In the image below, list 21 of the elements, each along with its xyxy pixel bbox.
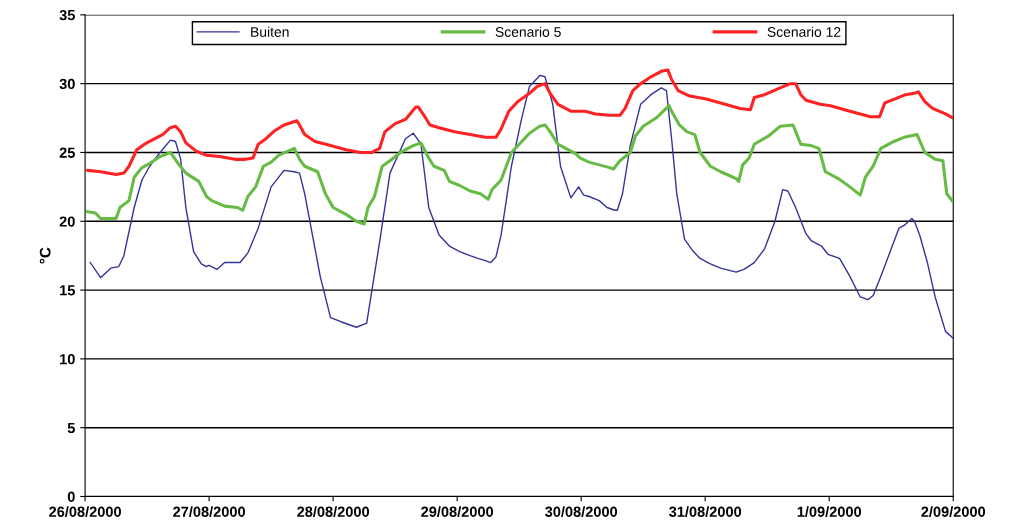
x-tick-label: 26/08/2000 [49,506,121,518]
y-tick-label: 10 [60,353,75,365]
y-tick-label: 5 [67,422,75,434]
legend-label: Scenario 12 [767,26,841,37]
x-tick-label: 27/08/2000 [173,506,246,518]
x-tick-label: 31/08/2000 [669,506,742,518]
y-tick-label: 0 [67,491,75,502]
y-tick-label: 30 [59,78,75,90]
line-series [89,74,954,339]
y-tick-label: 25 [59,147,75,158]
y-axis-title: °C [39,247,51,264]
x-tick-label: 2/09/2000 [921,506,986,518]
x-tick-label: 29/08/2000 [421,506,494,518]
y-tick-label: 35 [59,9,75,21]
y-tick-label: 20 [59,216,75,227]
x-tick-label: 1/09/2000 [797,506,862,518]
legend-label: Buiten [251,26,289,37]
legend-label: Scenario 5 [495,26,561,37]
y-tick-label: 15 [60,285,75,296]
x-tick-label: 28/08/2000 [297,506,370,518]
x-tick-label: 30/08/2000 [545,506,618,518]
